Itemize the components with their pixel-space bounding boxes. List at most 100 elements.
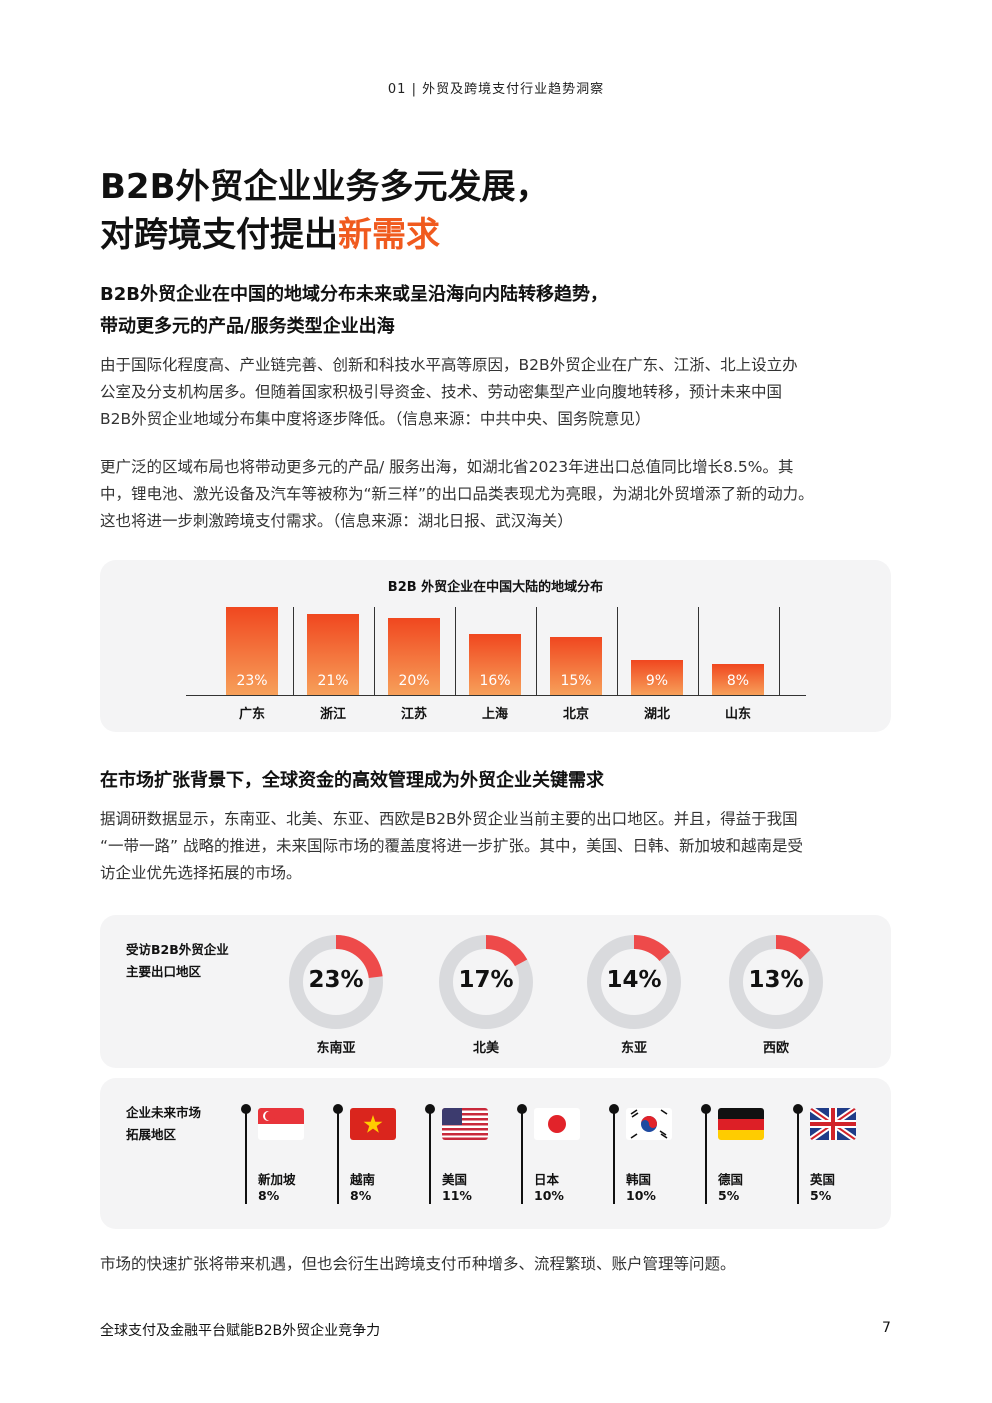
pin-line (337, 1108, 339, 1204)
bar-value-label: 8% (726, 673, 750, 689)
market-name: 英国 (810, 1172, 836, 1187)
donut-area: 23% 东南亚 17% 北美 14% 东亚 13% 西欧 (100, 915, 891, 1068)
pin-line (245, 1108, 247, 1204)
page-number: 7 (882, 1320, 891, 1336)
bar-value-label: 20% (398, 673, 430, 689)
bar (631, 660, 683, 695)
market-name: 新加坡 (258, 1172, 296, 1187)
market-percent: 8% (350, 1188, 372, 1203)
section1-heading-line2: 带动更多元的产品/服务类型企业出海 (100, 316, 395, 337)
category-label: 广东 (238, 707, 265, 722)
label-line: 企业未来市场 (126, 1105, 202, 1120)
bar-chart-area: 23% 广东 21% 浙江 20% 江苏 16% 上海 15% 北京 9% 湖北 8% 山东 (100, 560, 891, 732)
section1-paragraph2: 更广泛的区域布局也将带动更多元的产品/ 服务出海，如湖北省2023年进出口总值同… (100, 454, 895, 535)
x-axis-line (186, 695, 806, 696)
market-name: 德国 (718, 1172, 744, 1187)
bar (388, 618, 440, 695)
category-label: 浙江 (319, 707, 346, 722)
label-line: 拓展地区 (126, 1127, 177, 1142)
label-line: 受访B2B外贸企业 (126, 942, 229, 957)
section1-heading-line1: B2B外贸企业在中国的地域分布未来或呈沿海向内陆转移趋势， (100, 284, 608, 305)
paragraph-line: 中，锂电池、激光设备及汽车等被称为“新三样”的出口品类表现尤为亮眼，为湖北外贸增… (100, 485, 814, 503)
section2-paragraph: 据调研数据显示，东南亚、北美、东亚、西欧是B2B外贸企业当前主要的出口地区。并且… (100, 806, 895, 887)
section2-heading: 在市场扩张背景下，全球资金的高效管理成为外贸企业关键需求 (100, 770, 604, 791)
bar (712, 664, 764, 695)
donut-chart (587, 935, 681, 1029)
bar-value-label: 15% (560, 673, 592, 689)
bar-separator-line (293, 607, 294, 695)
bar-separator-line (779, 607, 780, 695)
running-header: 01 | 外贸及跨境支付行业趋势洞察 (387, 82, 605, 97)
market-percent: 10% (626, 1188, 656, 1203)
bar-value-label: 23% (236, 673, 268, 689)
paragraph-line: “一带一路” 战略的推进，未来国际市场的覆盖度将进一步扩张。其中，美国、日韩、新… (100, 837, 803, 855)
title-plain: 对跨境支付提出 (100, 215, 338, 255)
donut-chart (729, 935, 823, 1029)
future-markets-label: 企业未来市场 拓展地区 (126, 1102, 201, 1146)
pin-line (797, 1108, 799, 1204)
category-label: 北京 (562, 707, 589, 722)
paragraph-line: 由于国际化程度高、产业链完善、创新和科技水平高等原因，B2B外贸企业在广东、江浙… (100, 356, 798, 374)
region-bar-chart-panel: B2B 外贸企业在中国大陆的地域分布 23% 广东 21% 浙江 20% 江苏 16% 上海 1… (100, 560, 891, 732)
footer-title: 全球支付及金融平台赋能B2B外贸企业竞争力 (100, 1323, 381, 1339)
donut-value: 14% (606, 967, 662, 993)
category-label: 上海 (481, 707, 508, 722)
donut-chart (289, 935, 383, 1029)
category-label: 湖北 (643, 707, 670, 722)
market-percent: 8% (258, 1188, 280, 1203)
donut-chart (439, 935, 533, 1029)
pin-line (613, 1108, 615, 1204)
page-title-line2: 对跨境支付提出新需求 (100, 218, 440, 252)
export-regions-panel: 受访B2B外贸企业 主要出口地区 23% 东南亚 17% 北美 14% 东亚 13% 西欧 (100, 915, 891, 1068)
bar-value-label: 16% (479, 673, 511, 689)
bar-separator-line (374, 607, 375, 695)
paragraph-line: 据调研数据显示，东南亚、北美、东亚、西欧是B2B外贸企业当前主要的出口地区。并且… (100, 810, 798, 828)
germany-flag (718, 1108, 764, 1140)
usa-flag (442, 1108, 488, 1140)
donut-value: 13% (748, 967, 804, 993)
title-accent: 新需求 (338, 215, 440, 255)
label-line: 主要出口地区 (126, 964, 202, 979)
korea-flag (626, 1108, 672, 1140)
bar (550, 637, 602, 695)
future-markets-panel: 企业未来市场 拓展地区 新加坡 8% 越南 8% 美国 11% 日本 10% 韩国 10% 德国 5%… (100, 1078, 891, 1229)
bar-separator-line (536, 607, 537, 695)
region-name: 东南亚 (316, 1041, 356, 1056)
bar-value-label: 9% (645, 673, 669, 689)
market-name: 日本 (534, 1172, 560, 1187)
bar-separator-line (698, 607, 699, 695)
region-name: 东亚 (620, 1041, 647, 1056)
bar-separator-line (455, 607, 456, 695)
donut-segment (439, 935, 533, 1029)
pin-line (705, 1108, 707, 1204)
paragraph-line: B2B外贸企业地域分布集中度将逐步降低。（信息来源：中共中央、国务院意见） (100, 410, 651, 428)
paragraph-line: 公室及分支机构居多。但随着国家积极引导资金、技术、劳动密集型产业向腹地转移，预计… (100, 383, 783, 401)
bar-separator-line (617, 607, 618, 695)
paragraph-line: 这也将进一步刺激跨境支付需求。（信息来源：湖北日报、武汉海关） (100, 512, 573, 530)
market-area: 新加坡 8% 越南 8% 美国 11% 日本 10% 韩国 10% 德国 5% 英国 5% (100, 1078, 891, 1229)
pin-line (521, 1108, 523, 1204)
vietnam-flag (350, 1108, 396, 1140)
paragraph-line: 访企业优先选择拓展的市场。 (100, 864, 302, 882)
page-title-line1: B2B外贸企业业务多元发展， (100, 167, 550, 207)
market-name: 美国 (442, 1172, 468, 1187)
market-percent: 5% (810, 1188, 832, 1203)
singapore-flag (258, 1108, 304, 1140)
category-label: 江苏 (400, 707, 427, 722)
donut-segment (729, 935, 823, 1029)
market-percent: 11% (442, 1188, 472, 1203)
market-name: 越南 (350, 1172, 376, 1187)
region-name: 西欧 (762, 1041, 789, 1056)
pin-line (429, 1108, 431, 1204)
region-name: 北美 (472, 1041, 499, 1056)
market-percent: 10% (534, 1188, 564, 1203)
donut-segment (587, 935, 681, 1029)
uk-flag (810, 1108, 856, 1140)
paragraph-line: 更广泛的区域布局也将带动更多元的产品/ 服务出海，如湖北省2023年进出口总值同… (100, 458, 794, 476)
market-name: 韩国 (626, 1172, 652, 1187)
bar (226, 606, 278, 695)
export-regions-label: 受访B2B外贸企业 主要出口地区 (126, 939, 229, 983)
bar (307, 614, 359, 695)
donut-segment (289, 935, 383, 1029)
donut-value: 23% (308, 967, 364, 993)
